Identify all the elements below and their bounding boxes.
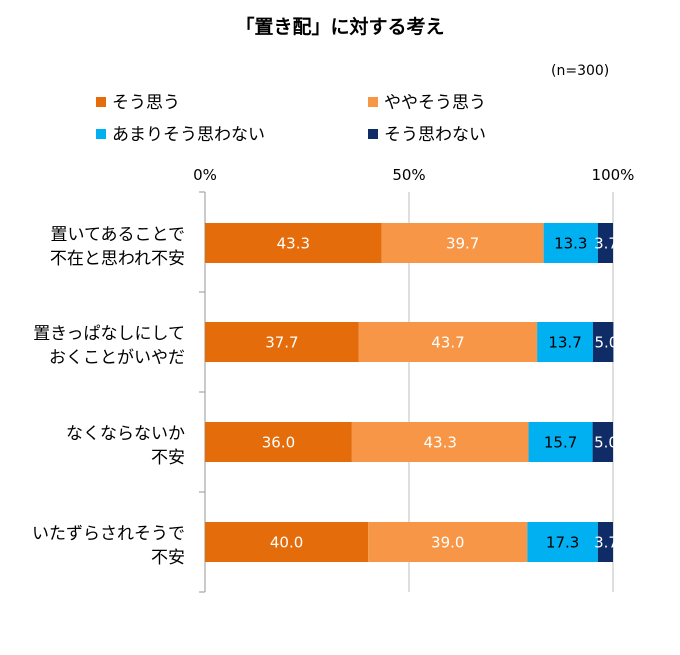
x-tick-label: 50% [392, 166, 425, 184]
bar-segment [528, 422, 593, 462]
legend-swatch-somewhat-disagree [96, 129, 106, 139]
bar-value-label: 36.0 [262, 434, 295, 452]
legend-label-somewhat-agree: ややそう思う [384, 93, 486, 113]
bar-value-label: 15.7 [544, 434, 577, 452]
bar-segment [205, 422, 352, 462]
bar-segment [597, 522, 613, 562]
bar-segment [537, 322, 594, 362]
bar-segment [592, 422, 613, 462]
bar-value-label: 13.7 [548, 334, 581, 352]
legend-item-disagree: そう思わない [368, 120, 486, 145]
bar-value-label: 5.0 [594, 434, 618, 452]
category-label: なくならないか不安 [66, 424, 185, 468]
bar-segment [597, 223, 613, 263]
category-label-line: 置きっぱなしにして [33, 324, 185, 344]
bar-value-label: 40.0 [270, 534, 303, 552]
bar-value-label: 37.7 [265, 334, 298, 352]
bar-value-label: 43.7 [431, 334, 464, 352]
legend-swatch-disagree [368, 129, 378, 139]
bar-value-label: 43.3 [277, 235, 310, 253]
bar-segment [351, 422, 529, 462]
bar-value-label: 39.0 [431, 534, 464, 552]
legend-label-disagree: そう思わない [384, 125, 486, 145]
legend-label-agree: そう思う [112, 93, 180, 113]
category-label-line: 置いてあることで [51, 225, 185, 245]
bar-segment [205, 522, 369, 562]
category-label: 置いてあることで不在と思われ不安 [50, 225, 185, 269]
bar-value-label: 43.3 [424, 434, 457, 452]
bar-value-label: 13.3 [554, 235, 587, 253]
category-label-line: いたずらされそうで [32, 524, 185, 544]
bar-segment [593, 322, 614, 362]
bar-value-label: 17.3 [546, 534, 579, 552]
chart-title: 「置き配」に対する考え [235, 16, 445, 38]
legend-swatch-somewhat-agree [368, 97, 378, 107]
bar-value-label: 3.7 [594, 534, 618, 552]
sample-size-note: (n=300) [551, 63, 610, 79]
x-tick-label: 0% [193, 166, 217, 184]
bar-segment [358, 322, 538, 362]
category-label: いたずらされそうで不安 [32, 524, 185, 568]
legend-item-somewhat-disagree: あまりそう思わない [96, 120, 265, 145]
legend-item-agree: そう思う [96, 88, 180, 113]
bar-segment [527, 522, 598, 562]
legend-item-somewhat-agree: ややそう思う [368, 88, 486, 113]
bar-segment [368, 522, 528, 562]
category-label-line: 不安 [151, 548, 185, 568]
category-label-line: おくことがいやだ [49, 348, 185, 368]
legend-label-somewhat-disagree: あまりそう思わない [112, 125, 265, 145]
bar-value-label: 39.7 [446, 235, 479, 253]
category-label-line: 不安 [151, 448, 185, 468]
bar-value-label: 5.0 [594, 334, 618, 352]
legend-swatch-agree [96, 97, 106, 107]
category-label-line: なくならないか [66, 424, 185, 444]
category-label-line: 不在と思われ不安 [50, 249, 185, 269]
bar-segment [381, 223, 544, 263]
bar-segment [205, 223, 382, 263]
x-tick-label: 100% [592, 166, 635, 184]
bar-segment [205, 322, 359, 362]
bar-value-label: 3.7 [594, 235, 618, 253]
bar-segment [543, 223, 598, 263]
category-label: 置きっぱなしにしておくことがいやだ [33, 324, 185, 368]
